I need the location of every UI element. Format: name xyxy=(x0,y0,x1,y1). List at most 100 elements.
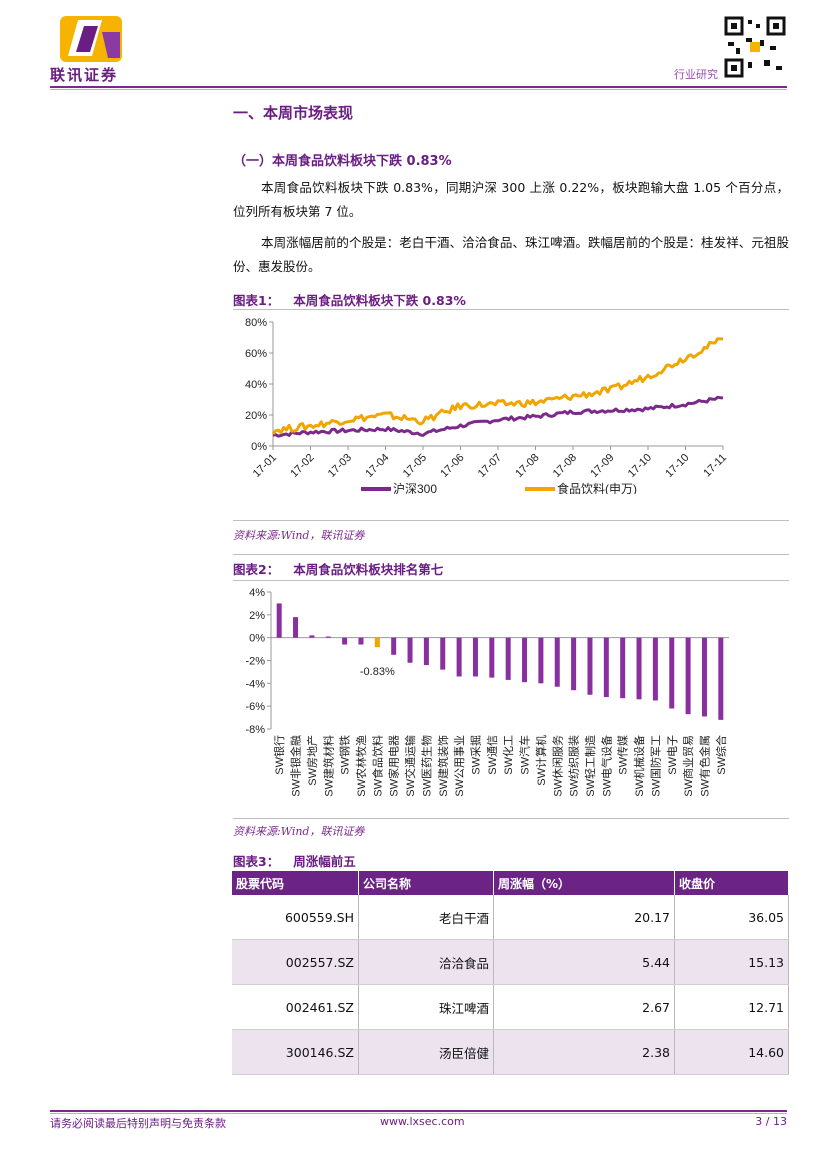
x-tick-label: 17-04 xyxy=(363,452,391,480)
y-tick-label: 0% xyxy=(251,441,267,453)
bar-SW农林牧渔 xyxy=(358,637,364,645)
logo-text: 联讯证券 xyxy=(50,66,119,84)
bar-SW医药生物 xyxy=(423,637,429,666)
figure1-top-rule xyxy=(233,309,789,310)
x-tick-label: SW银行 xyxy=(272,735,286,775)
x-tick-label: 17-01 xyxy=(251,452,279,480)
series-line-food-beverage xyxy=(271,337,724,435)
bar-SW休闲服务 xyxy=(554,637,560,687)
col-weekly-change: 周涨幅（%） xyxy=(493,871,675,895)
bar-SW纺织服装 xyxy=(571,637,577,691)
x-tick-label: SW非银金融 xyxy=(289,735,303,797)
footer-rule-thin xyxy=(50,1113,787,1114)
y-tick-label: -8% xyxy=(245,724,265,736)
footer-url-link[interactable]: www.lxsec.com xyxy=(380,1115,465,1128)
x-tick-label: 17-08 xyxy=(513,452,541,480)
x-tick-label: 17-06 xyxy=(438,452,466,480)
y-tick-label: 0% xyxy=(249,633,265,645)
x-tick-label: SW采掘 xyxy=(468,735,482,775)
section-subtitle: （一）本周食品饮料板块下跌 0.83% xyxy=(233,154,452,169)
x-tick-label: SW休闲服务 xyxy=(550,735,564,797)
y-tick-label: 2% xyxy=(249,610,265,622)
figure1-bottom-rule xyxy=(233,520,789,521)
close-price: 15.13 xyxy=(674,939,789,985)
x-tick-label: SW房地产 xyxy=(305,735,319,786)
bar-SW传媒 xyxy=(620,637,626,699)
y-tick-label: -2% xyxy=(245,656,265,668)
stock-code: 002557.SZ xyxy=(232,939,359,985)
x-tick-label: SW传媒 xyxy=(617,735,630,775)
series-line-hs300 xyxy=(272,395,724,438)
y-tick-label: 80% xyxy=(245,317,267,329)
col-close-price: 收盘价 xyxy=(674,871,789,895)
figure2-label: 图表2： xyxy=(233,562,280,577)
page-number: 3 / 13 xyxy=(755,1115,787,1128)
paragraph-2: 本周涨幅居前的个股是：老白干酒、洽洽食品、珠江啤酒。跌幅居前的个股是：桂发祥、元… xyxy=(233,235,789,274)
close-price: 36.05 xyxy=(674,895,789,940)
bar-SW家用电器 xyxy=(391,637,397,655)
top-gainers-table: 股票代码 公司名称 周涨幅（%） 收盘价 600559.SH 老白干酒 20.1… xyxy=(232,871,789,1075)
y-tick-label: 40% xyxy=(245,379,267,391)
x-tick-label: 17-02 xyxy=(288,452,316,480)
company-logo-icon xyxy=(60,16,122,62)
stock-code: 300146.SZ xyxy=(232,1029,359,1075)
bar-SW建筑材料 xyxy=(325,636,331,638)
section-title: 一、本周市场表现 xyxy=(233,104,354,122)
line-chart: 0% 20% 40% 60% 80% 17-01 17-02 17-03 17-04 17-05 1… xyxy=(245,317,729,494)
x-tick-label: 17-10 xyxy=(626,452,654,480)
footer-disclaimer: 请务必阅读最后特别声明与免责条款 xyxy=(50,1117,226,1130)
company-name: 汤臣倍健 xyxy=(358,1029,494,1075)
bar-chart: 4% 2% 0% -2% -4% -6% -8% SW银行 SW非银金融 SW房地产 SW建筑材料 S… xyxy=(245,587,729,797)
header-rule-thin xyxy=(50,89,787,90)
bar-SW汽车 xyxy=(522,637,528,683)
x-tick-label: SW有色金属 xyxy=(697,735,711,797)
company-name: 洽洽食品 xyxy=(358,939,494,985)
weekly-change: 5.44 xyxy=(493,939,675,985)
figure1-title-row: 图表1： 本周食品饮料板块下跌 0.83% xyxy=(233,290,466,309)
figure3-title-row: 图表3： 周涨幅前五 xyxy=(233,851,356,870)
x-tick-label: SW家用电器 xyxy=(387,735,401,797)
x-tick-label: SW机械设备 xyxy=(632,735,646,797)
x-tick-label: 17-05 xyxy=(401,452,429,480)
x-tick-label: SW建筑材料 xyxy=(321,735,335,797)
figure1-source: 资料来源:Wind，联讯证券 xyxy=(233,529,365,542)
x-tick-label: SW计算机 xyxy=(534,735,548,786)
x-tick-label: 17-07 xyxy=(476,452,504,480)
table-row: 002557.SZ 洽洽食品 5.44 15.13 xyxy=(232,939,789,985)
legend-label: 食品饮料(申万) xyxy=(557,481,637,494)
figure2-rule xyxy=(233,580,789,581)
figure1-label: 图表1： xyxy=(233,293,280,308)
table-row: 600559.SH 老白干酒 20.17 36.05 xyxy=(232,895,789,940)
y-tick-label: 60% xyxy=(245,348,267,360)
bar-SW房地产 xyxy=(309,635,315,638)
x-tick-label: SW通信 xyxy=(486,735,499,775)
x-tick-label: SW化工 xyxy=(501,735,515,775)
x-tick-label: SW纺织服装 xyxy=(567,735,581,797)
close-price: 12.71 xyxy=(674,984,789,1030)
bar-SW食品饮料 xyxy=(374,637,380,648)
x-tick-label: SW公用事业 xyxy=(453,735,466,797)
company-name: 老白干酒 xyxy=(358,895,494,940)
bar-SW轻工制造 xyxy=(587,637,593,695)
bar-SW电子 xyxy=(669,637,675,709)
header-rule xyxy=(50,86,787,88)
col-stock-code: 股票代码 xyxy=(232,871,359,895)
close-price: 14.60 xyxy=(674,1029,789,1075)
x-tick-label: 17-08 xyxy=(551,452,579,480)
bar-SW交通运输 xyxy=(407,637,413,663)
x-tick-label: SW钢铁 xyxy=(339,735,352,775)
figure2-source: 资料来源:Wind，联讯证券 xyxy=(233,825,365,838)
bar-SW公用事业 xyxy=(456,637,462,677)
x-tick-label: SW医药生物 xyxy=(419,735,433,797)
stock-code: 002461.SZ xyxy=(232,984,359,1030)
bar-SW机械设备 xyxy=(636,637,642,700)
company-name: 珠江啤酒 xyxy=(358,984,494,1030)
x-tick-label: SW电子 xyxy=(666,735,679,775)
figure2-top-rule xyxy=(233,554,789,555)
y-tick-label: 20% xyxy=(245,410,267,422)
x-tick-label: 17-10 xyxy=(663,452,691,480)
figure2-title: 本周食品饮料板块排名第七 xyxy=(293,562,444,577)
bar-SW商业贸易 xyxy=(685,637,691,715)
figure3-label: 图表3： xyxy=(233,854,280,869)
footer-rule xyxy=(50,1110,787,1112)
